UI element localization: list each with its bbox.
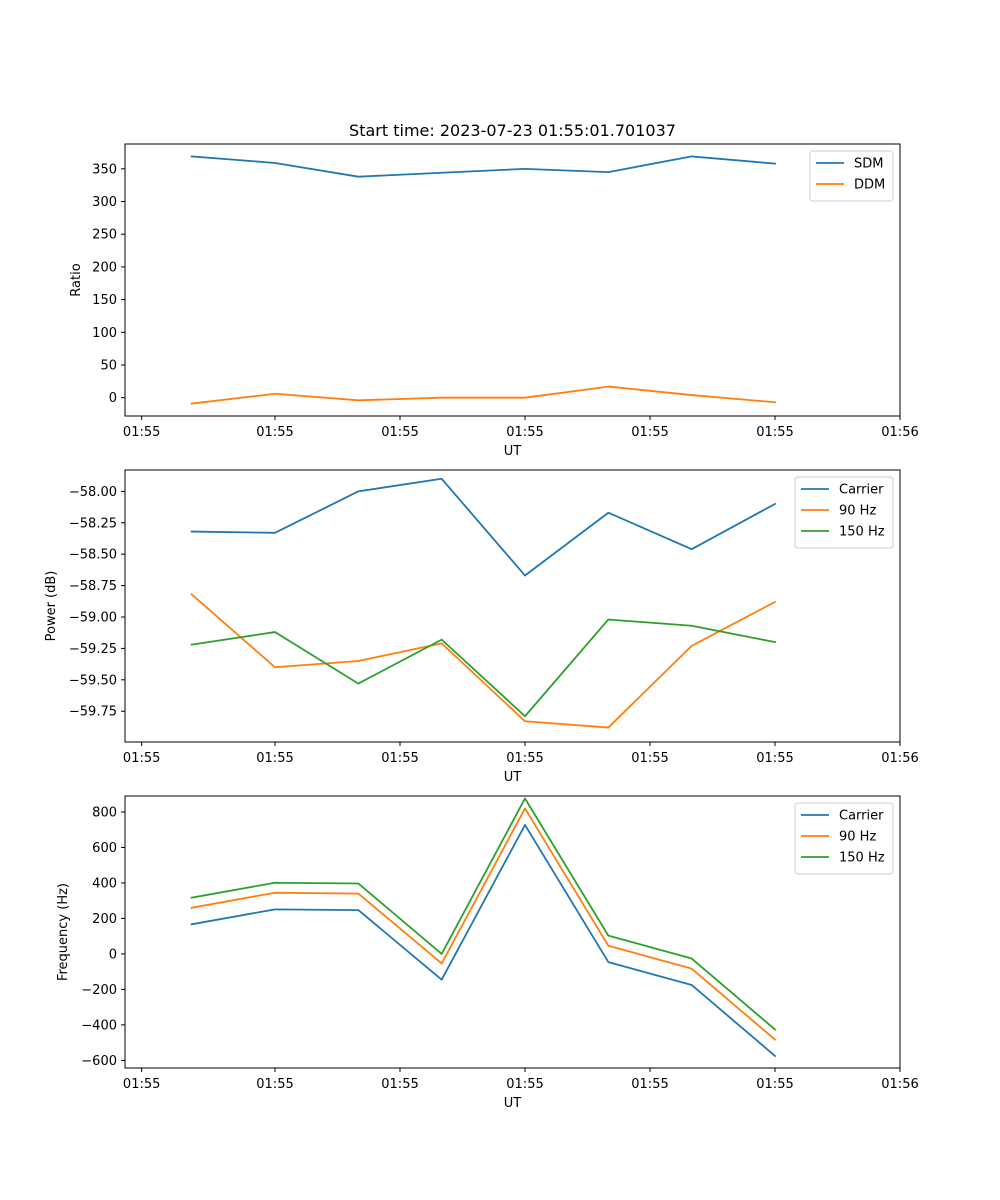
x-axis-label: UT [504, 770, 522, 785]
x-tick-label: 01:55 [631, 425, 668, 440]
y-tick-label: −59.50 [69, 673, 117, 688]
x-tick-label: 01:55 [756, 425, 793, 440]
y-tick-label: −58.00 [69, 485, 117, 500]
series-line-150-hz [190, 618, 777, 718]
series-line-carrier [190, 824, 777, 1058]
x-axis-label: UT [504, 444, 522, 459]
x-tick-label: 01:56 [881, 751, 918, 766]
y-tick-label: −200 [81, 983, 117, 998]
series-line-ddm [190, 385, 776, 405]
series-line-sdm [190, 155, 776, 178]
x-axis-label: UT [504, 1096, 522, 1111]
x-tick-label: 01:55 [631, 751, 668, 766]
axes-frame [124, 795, 901, 1069]
chart-3: 01:55 01:55 01:55 01:55 01:55 01:55 01:56 −600 −… [56, 795, 919, 1111]
y-tick-label: −58.50 [69, 548, 117, 563]
x-tick-label: 01:55 [256, 1077, 293, 1092]
legend-label-150-hz: 150 Hz [839, 525, 885, 540]
y-axis-label: Power (dB) [44, 571, 59, 642]
y-tick-label: 200 [92, 260, 117, 275]
x-tick-label: 01:56 [881, 1077, 918, 1092]
y-tick-label: 350 [92, 162, 117, 177]
y-tick-label: 600 [92, 841, 117, 856]
y-tick-label: 250 [92, 228, 117, 243]
y-tick-label: 150 [92, 293, 117, 308]
y-tick-label: −58.75 [69, 579, 117, 594]
y-tick-label: −58.25 [69, 516, 117, 531]
legend-label-150-hz: 150 Hz [839, 851, 885, 866]
x-tick-label: 01:56 [881, 425, 918, 440]
y-axis-label: Frequency (Hz) [56, 883, 71, 981]
y-tick-label: 100 [92, 326, 117, 341]
axes-frame [124, 469, 901, 743]
chart-1: 01:55 01:55 01:55 01:55 01:55 01:55 01:56 0 50 10… [69, 143, 919, 459]
y-tick-label: −59.75 [69, 705, 117, 720]
legend-label-90-hz: 90 Hz [839, 504, 876, 519]
x-tick-label: 01:55 [123, 1077, 160, 1092]
series-line-90-hz [190, 593, 777, 729]
series-line-150-hz [190, 797, 777, 1031]
x-tick-label: 01:55 [631, 1077, 668, 1092]
y-tick-label: 50 [100, 359, 117, 374]
x-tick-label: 01:55 [123, 751, 160, 766]
x-tick-label: 01:55 [756, 1077, 793, 1092]
y-tick-label: −400 [81, 1018, 117, 1033]
legend-label-sdm: SDM [854, 157, 883, 172]
x-tick-label: 01:55 [256, 751, 293, 766]
legend-label-90-hz: 90 Hz [839, 830, 876, 845]
x-tick-label: 01:55 [506, 1077, 543, 1092]
chart-2: 01:55 01:55 01:55 01:55 01:55 01:55 01:56 −59.7… [44, 469, 919, 785]
legend: Carrier 90 Hz 150 Hz [794, 802, 894, 875]
legend: Carrier 90 Hz 150 Hz [794, 476, 894, 549]
y-tick-label: 800 [92, 805, 117, 820]
charts-container: 01:55 01:55 01:55 01:55 01:55 01:55 01:56 0 50 10… [44, 143, 919, 1111]
x-tick-label: 01:55 [256, 425, 293, 440]
y-tick-label: 400 [92, 876, 117, 891]
legend-label-ddm: DDM [854, 178, 885, 193]
y-tick-label: −59.25 [69, 642, 117, 657]
y-tick-label: 0 [109, 947, 117, 962]
x-tick-label: 01:55 [123, 425, 160, 440]
y-tick-label: 0 [109, 391, 117, 406]
x-tick-label: 01:55 [381, 425, 418, 440]
y-tick-label: −59.00 [69, 610, 117, 625]
y-tick-label: 200 [92, 912, 117, 927]
x-tick-label: 01:55 [506, 751, 543, 766]
series-line-carrier [190, 477, 777, 577]
axes-frame [124, 143, 901, 417]
y-tick-label: 300 [92, 195, 117, 210]
y-tick-label: −600 [81, 1054, 117, 1069]
x-tick-label: 01:55 [756, 751, 793, 766]
legend: SDM DDM [809, 150, 894, 202]
x-tick-label: 01:55 [381, 1077, 418, 1092]
legend-label-carrier: Carrier [839, 809, 884, 824]
series-line-90-hz [190, 807, 777, 1041]
legend-label-carrier: Carrier [839, 483, 884, 498]
x-tick-label: 01:55 [381, 751, 418, 766]
y-axis-label: Ratio [69, 263, 84, 296]
x-tick-label: 01:55 [506, 425, 543, 440]
figure-title: Start time: 2023-07-23 01:55:01.701037 [349, 121, 676, 140]
